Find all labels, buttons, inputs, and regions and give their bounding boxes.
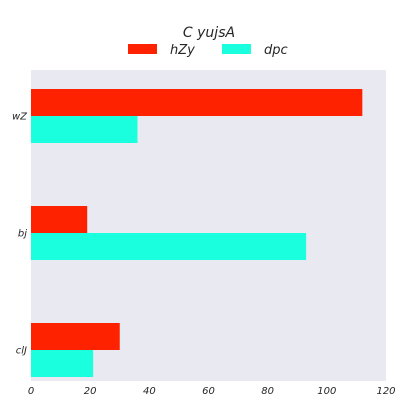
x-tick-label: 100: [317, 386, 336, 397]
legend-swatch-hZy: [128, 44, 157, 54]
bar-dpc-bj: [31, 233, 307, 260]
chart-title: C yujsA: [183, 25, 235, 41]
bar-hZy-wZ: [31, 89, 363, 116]
bar-hZy-clJ: [31, 323, 120, 350]
x-tick-label: 20: [84, 386, 97, 397]
bar-dpc-wZ: [31, 116, 138, 143]
x-tick-label: 0: [28, 386, 34, 397]
bar-dpc-clJ: [31, 350, 94, 377]
x-tick-label: 120: [376, 386, 395, 397]
x-tick-label: 40: [143, 386, 156, 397]
y-tick-label: wZ: [12, 112, 28, 123]
bar-hZy-bj: [31, 206, 88, 233]
legend-label-hZy: hZy: [170, 43, 195, 58]
bars: [31, 89, 363, 377]
y-tick-label: bj: [18, 229, 27, 240]
x-tick-label: 80: [261, 386, 274, 397]
x-tick-label: 60: [202, 386, 215, 397]
legend-swatch-dpc: [222, 44, 251, 54]
y-tick-label: clJ: [16, 346, 27, 357]
legend: hZy dpc: [128, 43, 288, 58]
legend-label-dpc: dpc: [264, 43, 288, 58]
x-axis-ticks: 0 20 40 60 80 100 120: [28, 386, 396, 397]
y-axis-ticks: wZ bj clJ: [12, 112, 28, 357]
